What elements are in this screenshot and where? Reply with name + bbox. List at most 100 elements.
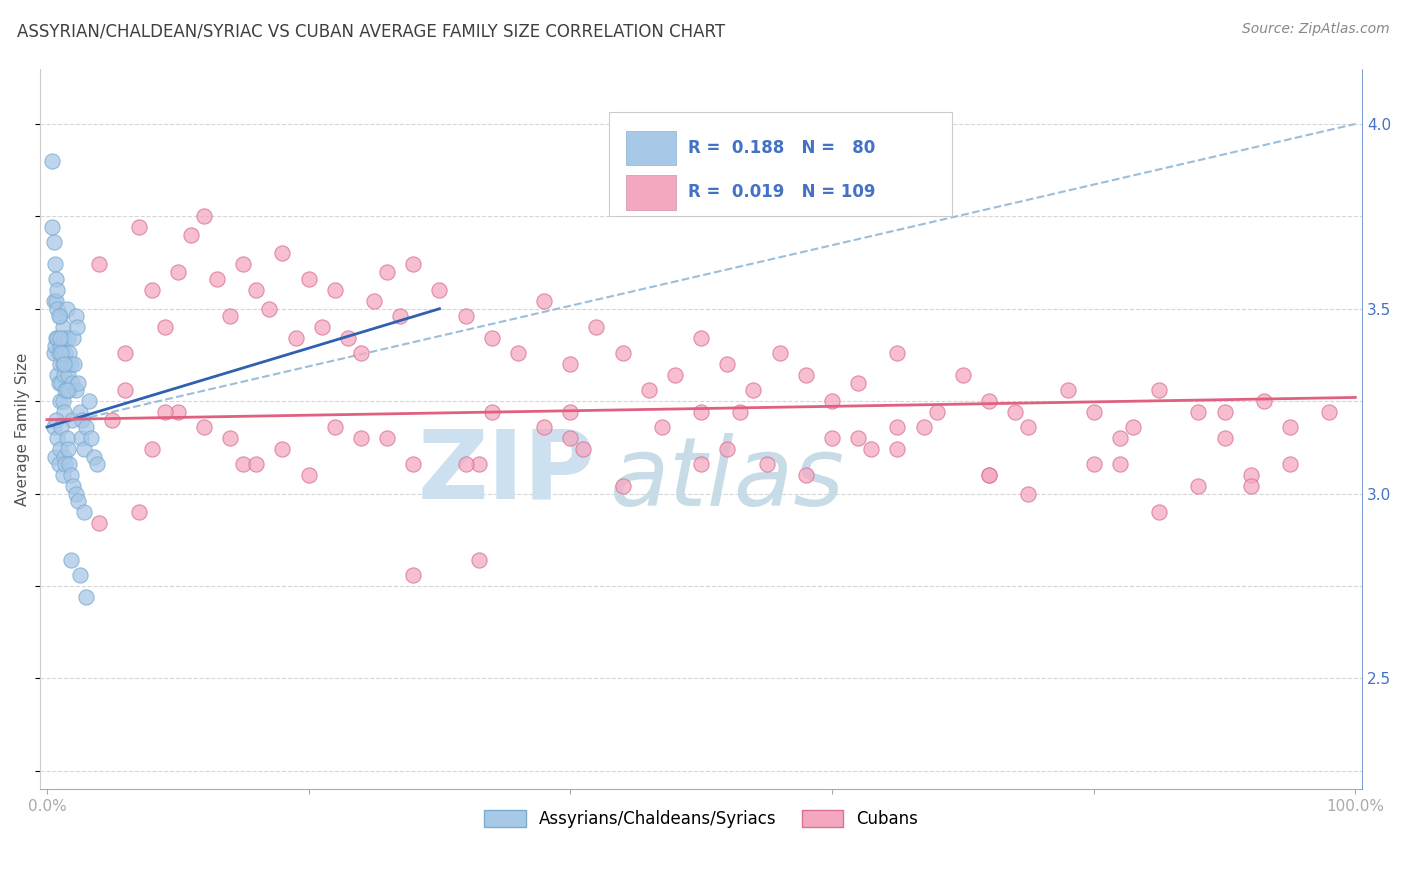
Point (952, 368, 974, 383)
Point (46, 431, 69, 445)
Point (232, 257, 254, 271)
Point (51, 420, 73, 434)
Point (49, 331, 72, 345)
Point (114, 346, 136, 360)
Point (912, 420, 935, 434)
Point (60, 376, 83, 390)
FancyBboxPatch shape (626, 130, 676, 165)
Point (193, 210, 215, 224)
Point (45, 412, 67, 426)
Point (52, 405, 75, 419)
Point (323, 283, 346, 297)
Point (846, 376, 869, 390)
Point (48, 309, 70, 323)
Point (45, 294, 67, 309)
Text: ASSYRIAN/CHALDEAN/SYRIAC VS CUBAN AVERAGE FAMILY SIZE CORRELATION CHART: ASSYRIAN/CHALDEAN/SYRIAC VS CUBAN AVERAG… (17, 22, 725, 40)
Point (860, 442, 883, 457)
Point (80, 431, 103, 445)
Point (63, 357, 86, 371)
Point (389, 309, 412, 323)
Point (62, 331, 84, 345)
Point (48, 457, 70, 471)
Point (1122, 420, 1144, 434)
Point (259, 301, 281, 316)
Point (141, 283, 163, 297)
Point (83, 450, 105, 464)
Point (52, 331, 75, 345)
Point (821, 394, 844, 409)
Point (454, 309, 477, 323)
Point (77, 394, 100, 409)
Point (60, 412, 83, 426)
Point (886, 346, 908, 360)
Point (716, 357, 738, 371)
Point (1004, 405, 1026, 419)
Point (1017, 420, 1039, 434)
Point (925, 405, 948, 419)
Text: ZIP: ZIP (418, 425, 595, 518)
Point (1147, 505, 1170, 519)
Point (1187, 479, 1209, 493)
Point (48, 346, 70, 360)
Point (52, 357, 75, 371)
Point (89, 257, 111, 271)
Point (72, 442, 94, 457)
Point (886, 442, 908, 457)
Point (153, 320, 176, 334)
Point (769, 346, 792, 360)
Point (59, 357, 82, 371)
Point (65, 383, 87, 397)
Point (1240, 479, 1263, 493)
Point (350, 431, 373, 445)
Point (65, 486, 87, 500)
Point (51, 376, 73, 390)
Point (55, 383, 77, 397)
Point (1056, 383, 1078, 397)
Point (41, 153, 63, 168)
Text: R =  0.019   N = 109: R = 0.019 N = 109 (688, 184, 876, 202)
Point (45, 331, 67, 345)
Point (46, 331, 69, 345)
Point (651, 420, 673, 434)
Point (1108, 457, 1130, 471)
Point (271, 442, 294, 457)
Point (232, 457, 254, 471)
Point (977, 468, 1000, 483)
Point (585, 320, 607, 334)
Point (1253, 394, 1275, 409)
Point (716, 442, 738, 457)
Point (55, 357, 77, 371)
Point (42, 235, 65, 250)
Point (52, 320, 75, 334)
Point (141, 442, 163, 457)
Point (58, 383, 80, 397)
Point (794, 468, 817, 483)
Point (1017, 486, 1039, 500)
Point (1278, 420, 1301, 434)
Point (45, 272, 67, 286)
Point (59, 468, 82, 483)
Point (65, 309, 87, 323)
Point (166, 405, 188, 419)
Point (560, 405, 582, 419)
Point (1213, 431, 1236, 445)
Point (560, 431, 582, 445)
Point (72, 412, 94, 426)
Point (612, 479, 634, 493)
Point (51, 346, 73, 360)
FancyBboxPatch shape (626, 175, 676, 210)
Point (62, 479, 84, 493)
Point (59, 553, 82, 567)
Point (42, 294, 65, 309)
Point (612, 346, 634, 360)
Point (664, 368, 686, 383)
Point (375, 265, 398, 279)
Point (75, 590, 97, 604)
Point (1187, 405, 1209, 419)
Text: Source: ZipAtlas.com: Source: ZipAtlas.com (1241, 22, 1389, 37)
Point (402, 567, 425, 582)
Y-axis label: Average Family Size: Average Family Size (15, 352, 30, 506)
Point (1108, 431, 1130, 445)
Point (56, 368, 79, 383)
Point (742, 383, 765, 397)
